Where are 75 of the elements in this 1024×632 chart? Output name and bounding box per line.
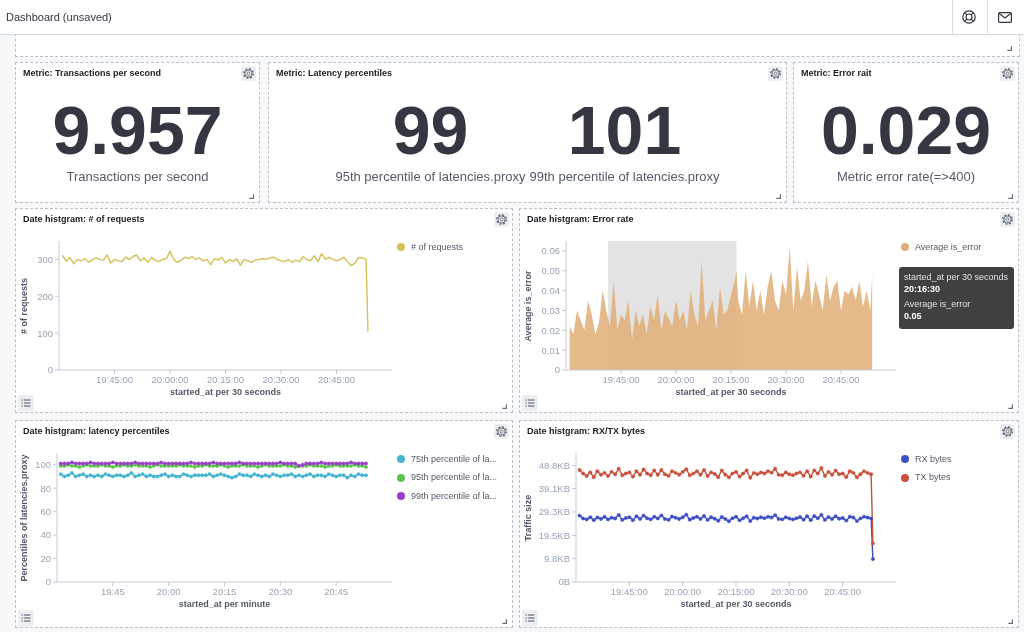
y-tick-label: 0 — [45, 576, 51, 588]
legend-label: 95th percentile of la... — [411, 472, 498, 483]
x-tick-label: 20:45:00 — [824, 585, 862, 597]
x-tick-label: 20:00:00 — [664, 585, 702, 597]
legend-label: 99th percentile of la... — [411, 490, 498, 501]
legend-label: # of requests — [411, 241, 464, 252]
category-label: Metric error rate(=>400) — [836, 169, 975, 184]
y-tick-label: 60 — [40, 506, 51, 518]
chart-title: Date histgram: Error rate — [527, 214, 634, 224]
y-tick-label: 0.05 — [541, 265, 560, 277]
y-tick-label: 0.06 — [541, 245, 560, 257]
x-tick-label: 20:00:00 — [657, 373, 695, 385]
y-tick-label: 0 — [47, 364, 53, 376]
x-tick-label: 20:15:00 — [207, 373, 244, 385]
y-tick-label: 100 — [37, 327, 53, 339]
y-tick-label: 0 — [554, 364, 560, 376]
x-tick-label: 20:45:00 — [822, 373, 860, 385]
y-tick-label: 20 — [40, 552, 51, 564]
y-axis-title: Average is_error — [523, 269, 533, 342]
y-tick-label: 0.02 — [541, 324, 560, 336]
text: Metric: Transactions per second — [23, 68, 162, 78]
legend-label: 75th percentile of la... — [411, 453, 498, 464]
category-label: 99th percentile of latencies.proxy — [529, 169, 720, 184]
x-axis-title: started_at per 30 seconds — [169, 387, 282, 397]
x-tick-label: 20:45:00 — [318, 373, 355, 385]
data-label: 9.957 — [52, 92, 223, 169]
y-tick-label: 9.8KB — [544, 552, 570, 564]
y-tick-label: 0.03 — [541, 304, 560, 316]
x-axis-title: started_at per 30 seconds — [680, 599, 792, 609]
data-label: 0.029 — [820, 92, 992, 169]
y-tick-label: 0.01 — [541, 344, 560, 356]
x-tick-label: 20:30 — [268, 585, 293, 597]
text: Metric: Latency percentiles — [276, 68, 393, 78]
y-tick-label: 39.1KB — [538, 482, 570, 494]
x-tick-label: 19:45:00 — [602, 373, 640, 385]
chart-title: Date histgram: latency percentiles — [23, 426, 170, 436]
legend-label: Average is_error — [915, 241, 982, 252]
y-tick-label: 0.04 — [541, 284, 560, 296]
chart-title: Date histgram: # of requests — [23, 214, 145, 224]
y-tick-label: 48.8KB — [538, 459, 570, 471]
x-tick-label: 20:00:00 — [151, 373, 189, 385]
x-tick-label: 20:30:00 — [770, 585, 808, 597]
x-tick-label: 19:45:00 — [610, 585, 648, 597]
y-tick-label: 0B — [558, 576, 570, 588]
data-label: 101 — [567, 92, 682, 169]
y-tick-label: 100 — [35, 459, 51, 471]
legend-label: RX bytes — [915, 453, 952, 464]
y-axis-title: # of requests — [19, 277, 29, 334]
y-tick-label: 40 — [40, 529, 51, 541]
x-axis-title: started_at per minute — [178, 599, 271, 609]
x-tick-label: 20:45 — [324, 585, 349, 597]
category-label: 95th percentile of latencies.proxy — [335, 169, 526, 184]
x-tick-label: 20:00 — [156, 585, 181, 597]
text: Dashboard (unsaved) — [6, 11, 112, 23]
tooltip: started_at per 30 seconds 20:16:30 Average is_error 0.05 — [899, 266, 1014, 329]
x-axis-title: started_at per 30 seconds — [675, 387, 787, 397]
x-tick-label: 20:15:00 — [717, 585, 755, 597]
y-axis-title: Traffic size — [523, 494, 533, 541]
y-tick-label: 300 — [37, 253, 53, 265]
x-tick-label: 20:30:00 — [767, 373, 805, 385]
x-tick-label: 19:45 — [100, 585, 125, 597]
x-tick-label: 20:30:00 — [262, 373, 300, 385]
data-label: 99 — [392, 92, 469, 169]
x-tick-label: 20:15:00 — [712, 373, 750, 385]
x-tick-label: 19:45:00 — [96, 373, 133, 385]
y-tick-label: 29.3KB — [538, 506, 570, 518]
text: Metric: Error rait — [801, 68, 872, 78]
y-axis-title: Percentiles of latencies.proxy — [19, 453, 29, 582]
y-tick-label: 19.5KB — [538, 529, 570, 541]
y-tick-label: 80 — [40, 482, 51, 494]
x-tick-label: 20:15 — [212, 585, 237, 597]
legend-label: TX bytes — [915, 472, 951, 483]
y-tick-label: 200 — [37, 290, 53, 302]
chart-title: Date histgram: RX/TX bytes — [527, 426, 646, 436]
category-label: Transactions per second — [66, 169, 209, 184]
